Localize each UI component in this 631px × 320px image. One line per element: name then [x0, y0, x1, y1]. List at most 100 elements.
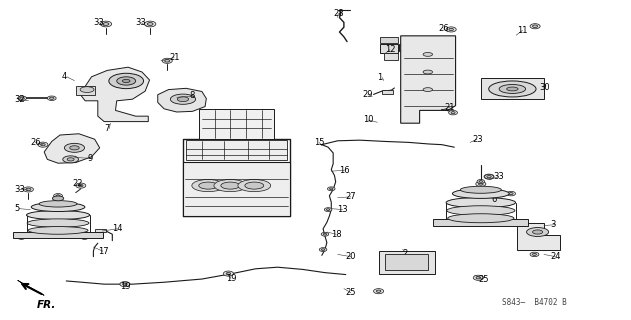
- Text: 31: 31: [420, 262, 430, 271]
- Circle shape: [83, 236, 86, 238]
- Text: 4: 4: [62, 72, 67, 81]
- Text: 21: 21: [445, 103, 456, 112]
- Ellipse shape: [461, 186, 502, 193]
- Ellipse shape: [27, 211, 90, 220]
- Text: 2: 2: [403, 249, 408, 258]
- Text: 26: 26: [439, 24, 449, 33]
- Circle shape: [18, 96, 27, 100]
- Polygon shape: [80, 67, 150, 122]
- Circle shape: [18, 236, 25, 239]
- Text: 12: 12: [385, 45, 396, 54]
- Text: 27: 27: [346, 192, 357, 201]
- Circle shape: [477, 180, 485, 183]
- Bar: [481, 78, 544, 99]
- Ellipse shape: [27, 219, 89, 227]
- Ellipse shape: [499, 84, 526, 93]
- Text: 25: 25: [346, 288, 357, 297]
- Circle shape: [122, 283, 127, 285]
- Text: 33: 33: [93, 18, 104, 27]
- Circle shape: [473, 275, 483, 280]
- Circle shape: [321, 232, 329, 236]
- Circle shape: [120, 282, 130, 287]
- Circle shape: [18, 233, 25, 237]
- Circle shape: [537, 84, 546, 88]
- Polygon shape: [158, 88, 206, 112]
- Text: 8: 8: [189, 92, 195, 100]
- Circle shape: [416, 265, 420, 267]
- Text: 6: 6: [491, 195, 497, 204]
- Bar: [380, 44, 398, 53]
- Ellipse shape: [52, 196, 64, 201]
- Circle shape: [148, 22, 153, 25]
- Circle shape: [50, 97, 54, 99]
- Ellipse shape: [526, 228, 549, 236]
- Ellipse shape: [28, 227, 88, 234]
- Circle shape: [449, 110, 457, 115]
- Circle shape: [319, 248, 327, 252]
- Circle shape: [78, 184, 83, 187]
- Circle shape: [103, 22, 109, 25]
- Text: 9: 9: [87, 154, 92, 163]
- Bar: [186, 140, 287, 160]
- Circle shape: [144, 21, 156, 27]
- Circle shape: [100, 21, 112, 27]
- Text: 32: 32: [14, 95, 25, 104]
- Circle shape: [83, 234, 86, 236]
- Text: 25: 25: [478, 275, 489, 284]
- Circle shape: [479, 180, 483, 182]
- Bar: [95, 229, 106, 232]
- Ellipse shape: [69, 146, 80, 150]
- Circle shape: [374, 289, 384, 294]
- Text: 14: 14: [112, 224, 123, 233]
- Circle shape: [509, 193, 513, 195]
- Circle shape: [329, 188, 333, 190]
- Ellipse shape: [199, 182, 218, 189]
- Polygon shape: [18, 280, 44, 295]
- Text: 22: 22: [73, 180, 83, 188]
- Bar: [379, 251, 435, 274]
- Circle shape: [484, 174, 494, 179]
- Bar: [433, 219, 528, 226]
- Text: 23: 23: [472, 135, 483, 144]
- Circle shape: [324, 208, 332, 212]
- Circle shape: [81, 236, 88, 239]
- Ellipse shape: [507, 87, 518, 91]
- Circle shape: [323, 233, 327, 235]
- Ellipse shape: [170, 94, 196, 104]
- Text: 33: 33: [493, 172, 504, 181]
- Bar: [76, 86, 95, 95]
- Ellipse shape: [109, 73, 144, 89]
- Text: 19: 19: [120, 282, 131, 291]
- Ellipse shape: [177, 97, 189, 102]
- Circle shape: [441, 222, 445, 224]
- Circle shape: [533, 253, 536, 255]
- Text: 1: 1: [377, 73, 382, 82]
- Circle shape: [530, 252, 539, 257]
- Ellipse shape: [80, 87, 94, 92]
- Text: 17: 17: [98, 247, 109, 256]
- Circle shape: [394, 257, 403, 261]
- Ellipse shape: [122, 79, 130, 83]
- Ellipse shape: [245, 182, 264, 189]
- Text: FR.: FR.: [37, 300, 56, 310]
- Ellipse shape: [192, 180, 225, 192]
- Text: 7: 7: [104, 124, 110, 133]
- Text: 18: 18: [331, 230, 342, 239]
- Ellipse shape: [31, 203, 85, 212]
- Circle shape: [20, 97, 25, 99]
- Text: 19: 19: [226, 274, 237, 283]
- Circle shape: [20, 236, 23, 238]
- Text: S843–  B4702 B: S843– B4702 B: [502, 298, 567, 307]
- Circle shape: [505, 220, 514, 225]
- Circle shape: [20, 234, 23, 236]
- Circle shape: [223, 271, 233, 276]
- Circle shape: [476, 181, 486, 187]
- Circle shape: [226, 272, 231, 275]
- Circle shape: [47, 96, 56, 100]
- Ellipse shape: [214, 180, 247, 192]
- Text: 28: 28: [333, 9, 344, 18]
- Circle shape: [397, 258, 401, 260]
- Text: 3: 3: [550, 220, 556, 229]
- Text: 16: 16: [339, 166, 350, 175]
- Text: 33: 33: [14, 185, 25, 194]
